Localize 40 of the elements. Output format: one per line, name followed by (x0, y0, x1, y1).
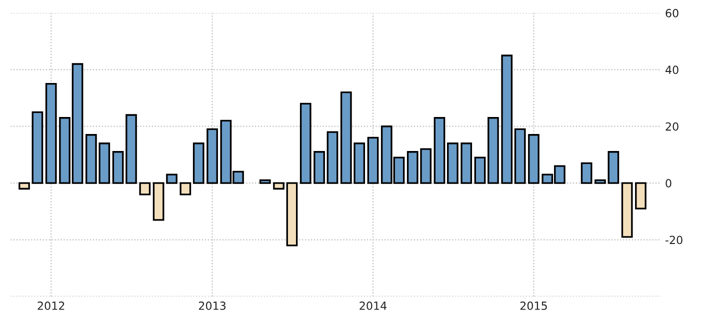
bar (474, 156, 486, 184)
bar (126, 114, 137, 184)
x-tick-label: 2015 (520, 302, 547, 310)
bar (206, 128, 218, 184)
bar (139, 182, 151, 196)
bar (259, 179, 271, 184)
x-tick-label: 2012 (38, 302, 64, 310)
bar (621, 182, 633, 238)
bar (460, 142, 472, 184)
bar (635, 182, 646, 210)
bar (580, 162, 592, 184)
bar (112, 151, 124, 184)
bar (314, 151, 325, 184)
bar (152, 182, 164, 221)
bar (594, 179, 606, 184)
bar (300, 102, 312, 184)
x-tick-label: 2014 (360, 302, 387, 310)
bar (608, 151, 620, 184)
y-tick-label: 0 (666, 179, 672, 188)
bar (166, 174, 178, 184)
bar (286, 182, 298, 246)
bar (434, 117, 446, 184)
bar (326, 131, 338, 184)
y-tick-label: 20 (666, 122, 678, 131)
bar (273, 182, 284, 190)
bar (367, 136, 379, 184)
bar (18, 182, 30, 190)
bar (447, 142, 458, 184)
y-tick-label: -20 (666, 236, 682, 244)
bar (501, 54, 513, 184)
bar (488, 117, 499, 184)
y-tick-label: 60 (666, 8, 678, 18)
bar (32, 111, 44, 184)
y-tick-label: 40 (666, 66, 678, 74)
bar (45, 83, 57, 184)
bar (192, 142, 204, 184)
bar (514, 128, 526, 184)
bar (180, 182, 192, 196)
bar (528, 134, 540, 184)
x-tick-label: 2013 (198, 302, 226, 310)
